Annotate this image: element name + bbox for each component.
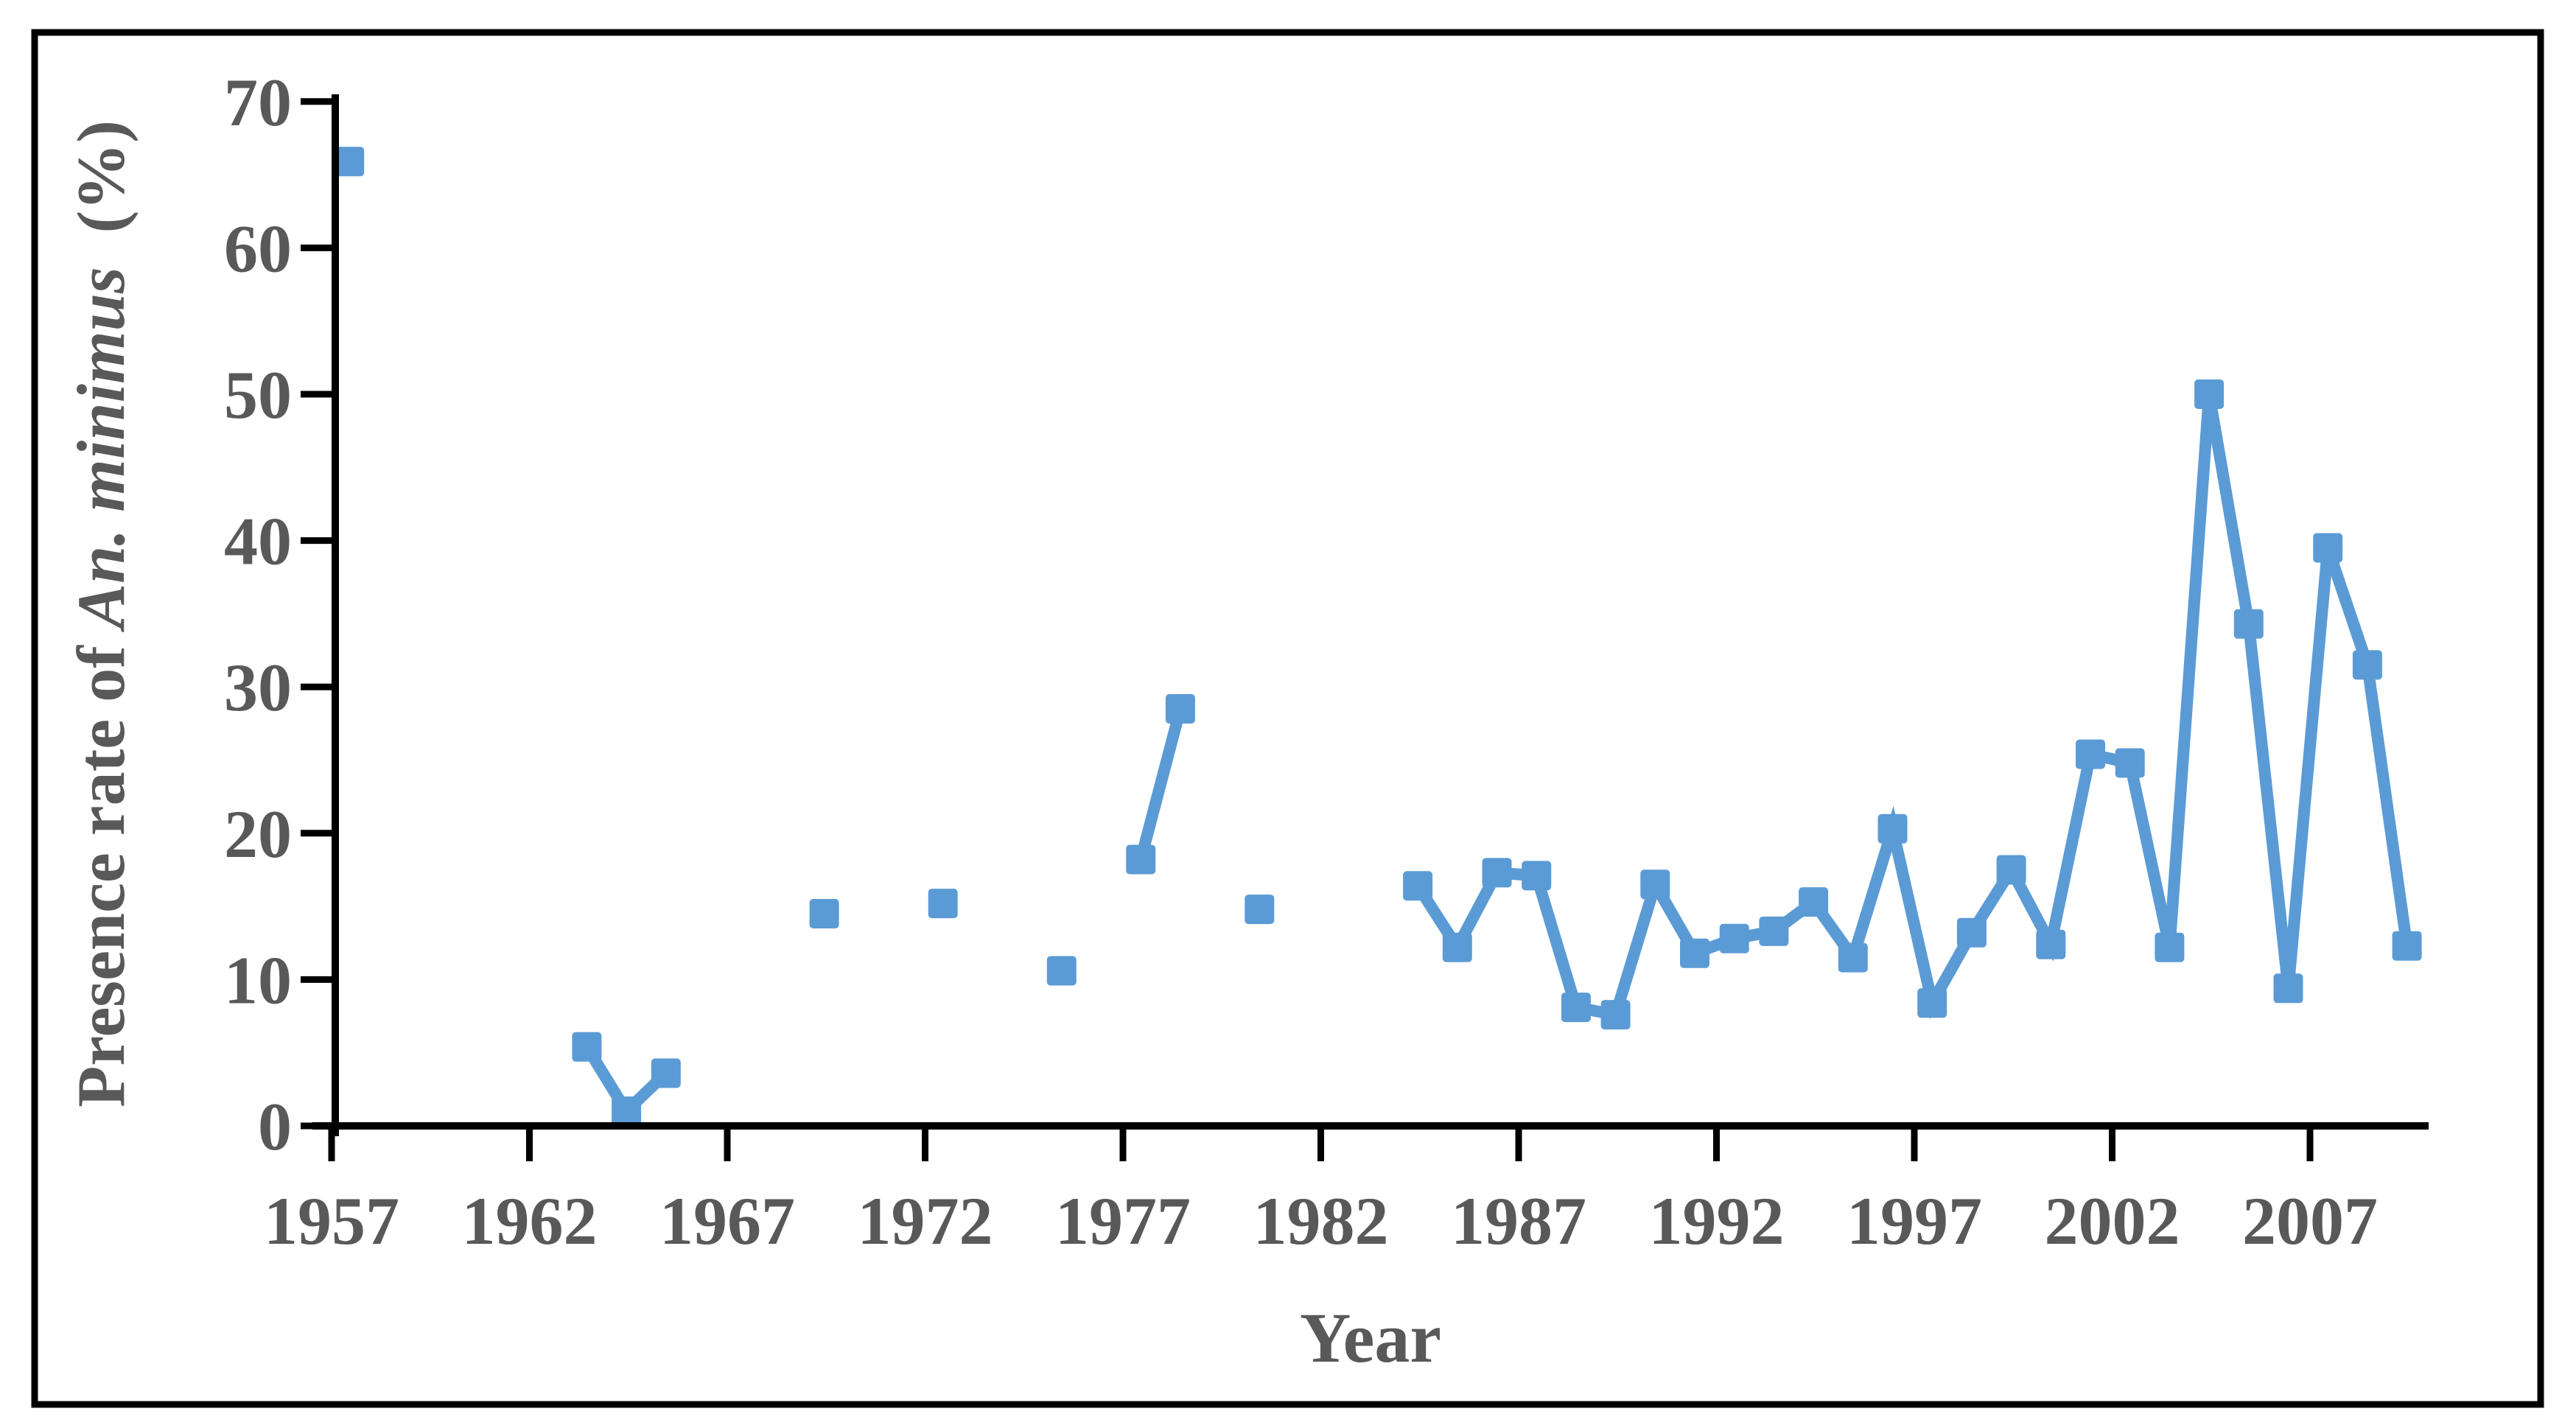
data-point-marker [1719,923,1749,953]
y-tick-label: 70 [224,65,292,140]
x-tick-label: 1962 [462,1183,598,1259]
x-tick-label: 2002 [2045,1183,2180,1259]
data-point-marker [1046,956,1077,986]
y-axis-title-suffix: (%) [63,120,139,267]
y-tick-label: 20 [224,797,292,872]
data-point-marker [2036,929,2066,959]
data-point-marker [2273,973,2303,1004]
y-axis-title: Presence rate of An. minimus (%) [63,120,139,1107]
data-point-marker [2155,932,2185,962]
y-tick-label: 30 [224,650,292,725]
data-point-marker [2392,931,2422,961]
data-point-marker [1245,895,1275,925]
x-tick-label: 1957 [264,1183,399,1259]
data-point-marker [928,889,958,919]
data-point-marker [2233,609,2264,639]
data-point-marker [1640,869,1670,900]
data-series [335,147,2422,1127]
x-axis-ticks: 1957 1962 1967 1972 1977 1982 1987 1992 1997 2002… [264,1129,2378,1259]
y-axis-ticks: 0 10 20 30 40 50 60 70 [224,65,333,1164]
data-point-marker [2115,748,2145,778]
y-tick-label: 0 [258,1089,292,1164]
data-point-marker [1165,694,1195,724]
data-point-marker [1956,917,1987,948]
data-point-marker [2076,739,2105,769]
data-point-marker [2313,533,2343,563]
x-axis-title: Year [1300,1298,1441,1377]
data-point-marker [1917,988,1947,1018]
data-point-marker [1799,887,1829,917]
data-point-marker [1600,1000,1631,1030]
x-tick-label: 1977 [1055,1183,1191,1259]
data-point-marker [1759,916,1789,946]
data-point-marker [1561,993,1591,1023]
x-tick-label: 2007 [2242,1183,2378,1259]
data-point-marker [2194,379,2225,409]
data-point-marker [1522,861,1552,891]
data-point-marker [1680,938,1709,968]
y-tick-label: 60 [224,211,292,286]
data-point-marker [335,147,365,177]
y-tick-label: 40 [224,504,292,579]
figure-border [31,29,2544,1408]
data-point-marker [1996,855,2026,885]
y-axis-title-species: An. minimus [63,267,139,632]
data-point-marker [2352,650,2382,680]
series-line [1135,707,1186,861]
y-axis-title-prefix: Presence rate of [63,629,139,1107]
data-point-marker [1482,858,1512,888]
data-point-marker [572,1032,602,1062]
x-tick-label: 1967 [659,1183,795,1259]
x-tick-label: 1982 [1253,1183,1389,1259]
x-tick-label: 1972 [858,1183,993,1259]
x-tick-label: 1987 [1451,1183,1586,1259]
data-point-marker [1877,813,1908,844]
y-tick-label: 10 [224,942,292,1018]
x-tick-label: 1997 [1847,1183,1982,1259]
data-point-marker [1126,844,1156,875]
data-point-marker [1838,942,1868,973]
y-tick-label: 50 [224,357,292,433]
data-point-marker [1403,871,1433,901]
x-tick-label: 1992 [1649,1183,1785,1259]
data-point-marker [1442,932,1472,962]
data-point-marker [651,1058,681,1088]
data-point-marker [809,899,839,928]
series-line [1413,393,2413,1022]
data-point-marker [612,1096,642,1127]
